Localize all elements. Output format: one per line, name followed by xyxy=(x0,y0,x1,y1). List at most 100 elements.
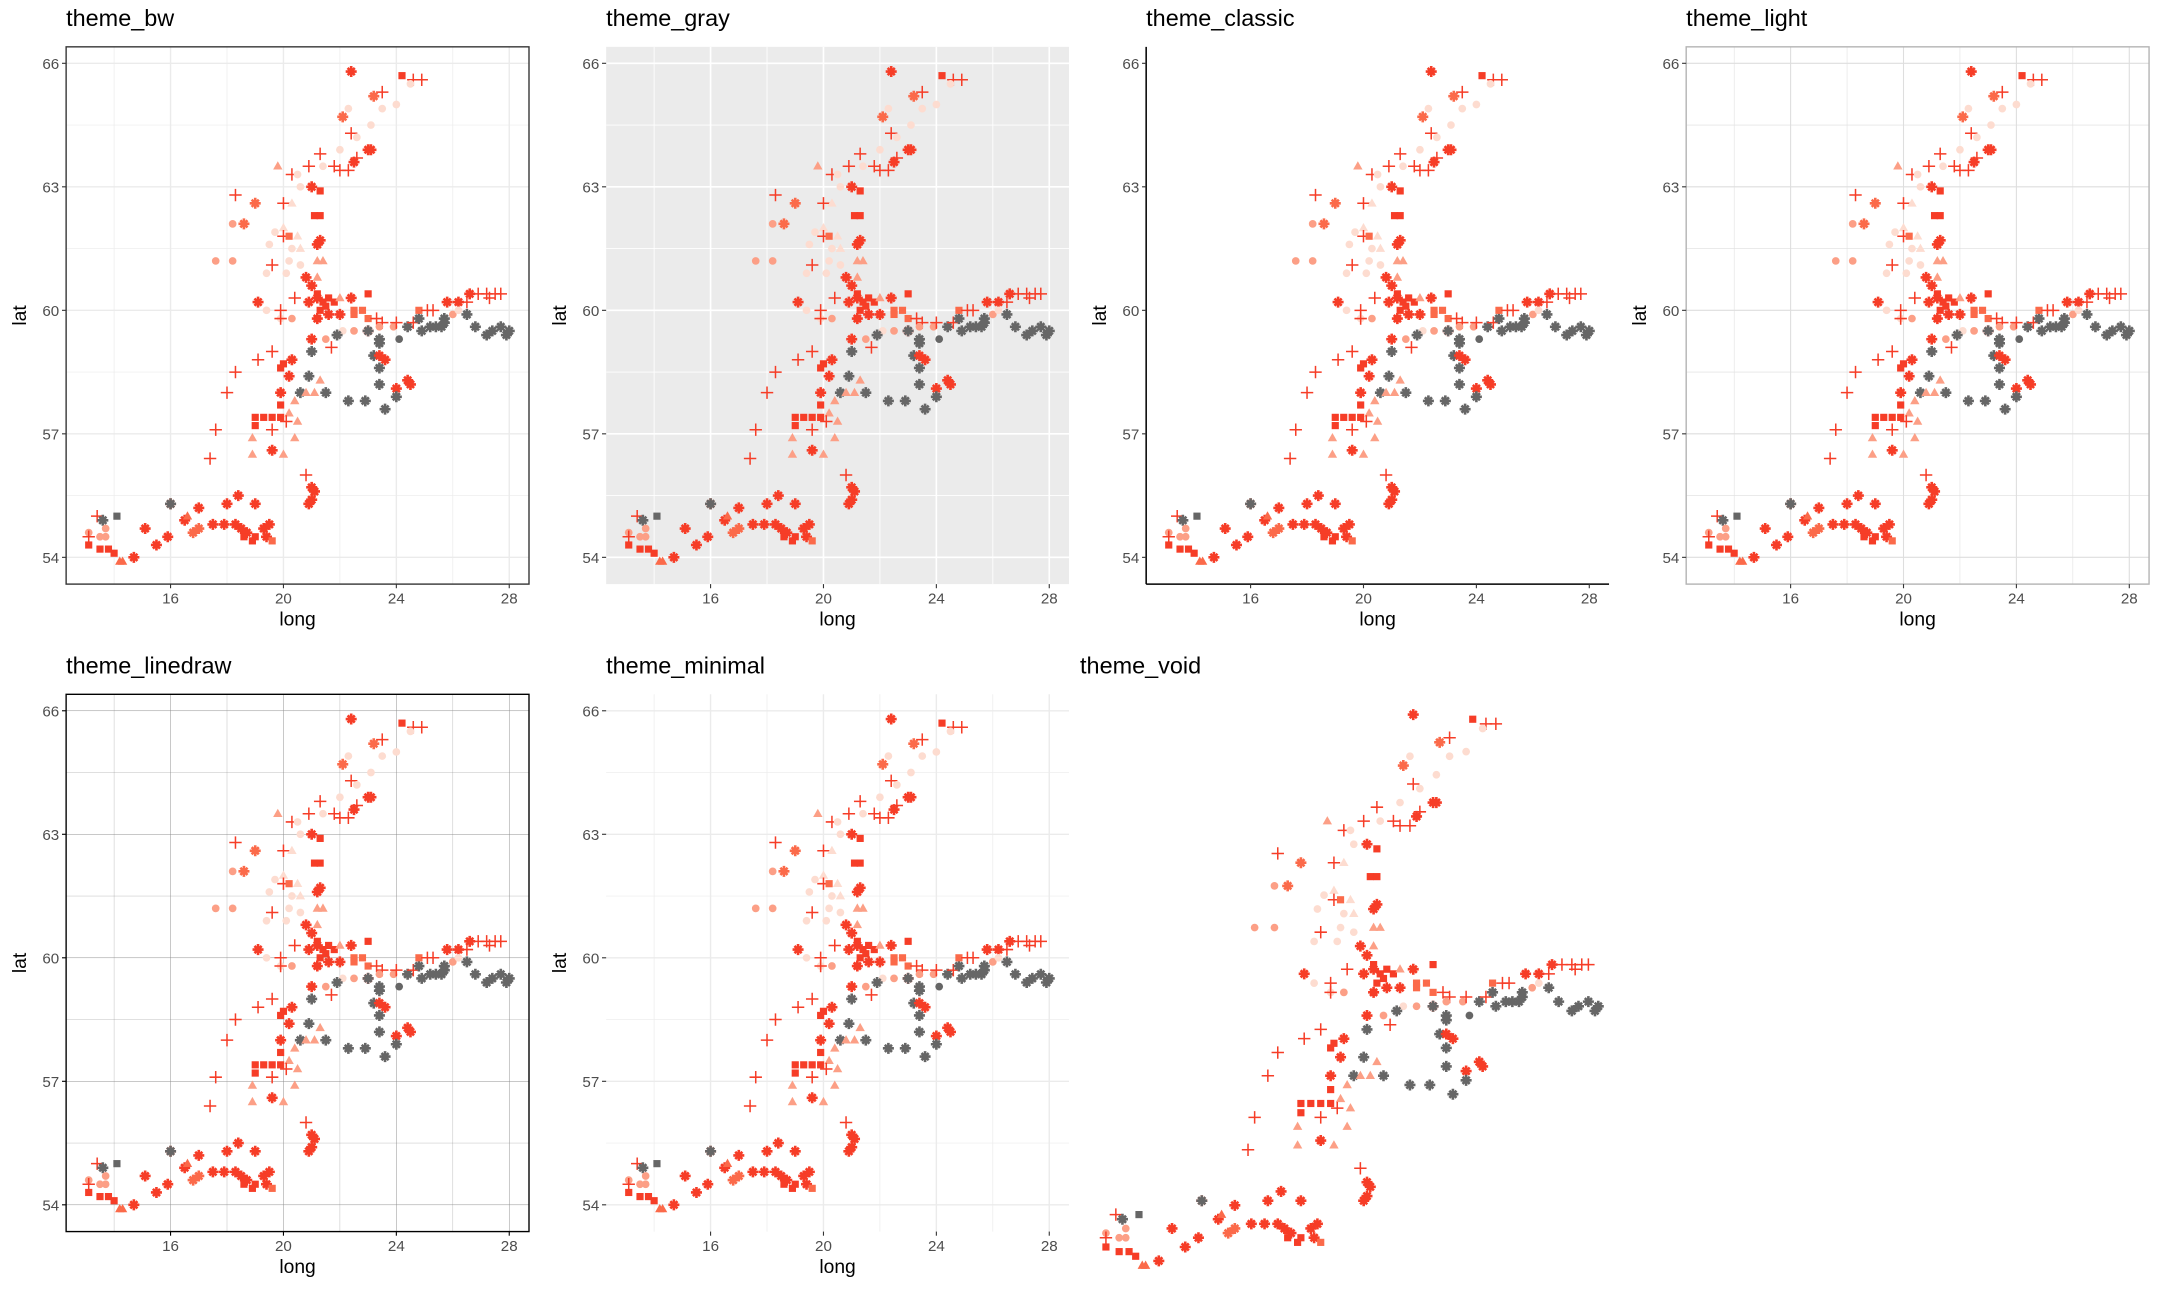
data-point xyxy=(622,530,635,543)
data-point xyxy=(306,333,318,345)
data-point xyxy=(1009,321,1021,333)
data-point xyxy=(295,891,306,900)
data-point xyxy=(277,844,290,857)
data-point xyxy=(344,104,353,113)
data-point xyxy=(832,416,843,425)
data-point xyxy=(918,104,927,113)
data-point xyxy=(1327,1044,1335,1052)
data-point xyxy=(722,1158,733,1167)
data-point xyxy=(315,375,325,384)
data-point xyxy=(657,1203,668,1213)
data-point xyxy=(1375,243,1386,252)
data-point xyxy=(313,147,327,161)
data-point xyxy=(2035,73,2049,86)
data-point xyxy=(1444,290,1452,298)
data-point xyxy=(285,904,293,913)
y-tick-label: 63 xyxy=(42,179,59,196)
data-point xyxy=(840,919,852,931)
data-point xyxy=(1489,717,1503,731)
data-point xyxy=(789,1145,801,1157)
data-point xyxy=(265,992,279,1006)
data-point xyxy=(286,354,298,366)
data-point xyxy=(494,287,507,301)
data-point xyxy=(851,886,863,898)
data-point xyxy=(970,968,982,980)
data-point xyxy=(260,413,268,421)
data-point xyxy=(287,198,297,207)
data-point xyxy=(228,257,237,265)
data-point xyxy=(1364,1181,1376,1193)
data-point xyxy=(905,791,917,803)
data-point xyxy=(636,1192,644,1201)
data-point xyxy=(1970,327,1978,335)
data-point xyxy=(251,1000,265,1014)
data-point xyxy=(1785,498,1797,510)
data-point xyxy=(1300,386,1314,399)
data-point xyxy=(846,927,858,939)
data-point xyxy=(1955,293,1965,302)
data-point xyxy=(1001,308,1013,320)
data-point xyxy=(978,964,990,976)
data-point xyxy=(1895,387,1907,399)
data-point xyxy=(849,387,860,396)
data-point xyxy=(207,1166,219,1178)
data-point xyxy=(262,916,271,925)
x-tick-label: 24 xyxy=(1468,590,1485,607)
data-point xyxy=(464,935,476,947)
data-point xyxy=(406,727,415,736)
data-point xyxy=(930,391,942,403)
data-point xyxy=(935,982,944,991)
data-point xyxy=(1270,882,1279,890)
data-point xyxy=(404,1026,416,1038)
data-point xyxy=(1339,909,1348,918)
data-point xyxy=(402,321,414,333)
data-point xyxy=(1926,333,1938,345)
data-point xyxy=(865,294,873,302)
data-point xyxy=(1968,156,1980,168)
data-point xyxy=(1140,1260,1151,1269)
data-point xyxy=(481,976,493,989)
data-point xyxy=(1929,485,1941,497)
data-point xyxy=(946,727,955,736)
data-point xyxy=(932,100,941,109)
data-point xyxy=(1553,996,1565,1008)
data-point xyxy=(913,378,925,390)
data-point xyxy=(1307,1099,1315,1108)
data-point xyxy=(268,1061,276,1069)
data-point xyxy=(1813,523,1825,535)
x-tick-label: 16 xyxy=(702,590,719,607)
data-point xyxy=(1331,533,1339,541)
data-point xyxy=(325,341,338,354)
data-point xyxy=(1430,310,1438,319)
data-point xyxy=(1445,752,1454,761)
data-point xyxy=(1883,518,1895,530)
data-point xyxy=(319,162,327,171)
data-point xyxy=(846,993,858,1005)
x-tick-label: 24 xyxy=(928,590,945,607)
data-point xyxy=(1888,537,1896,545)
data-point xyxy=(836,261,845,269)
data-point xyxy=(1996,85,2009,99)
data-point xyxy=(1372,416,1383,425)
data-point xyxy=(861,982,870,991)
data-point xyxy=(1335,1051,1347,1063)
data-point xyxy=(789,845,801,857)
data-point xyxy=(805,423,819,436)
y-tick-label: 66 xyxy=(1122,56,1139,73)
data-point xyxy=(1270,923,1279,932)
data-point xyxy=(335,293,345,302)
data-point xyxy=(1711,509,1724,523)
data-point xyxy=(1943,308,1955,320)
data-point xyxy=(1733,512,1741,520)
data-point xyxy=(1383,498,1395,510)
data-point xyxy=(306,927,318,939)
data-point xyxy=(193,1149,205,1161)
data-point xyxy=(849,1035,860,1044)
data-point xyxy=(1399,162,1407,171)
y-axis-title: lat xyxy=(550,952,571,973)
data-point xyxy=(1284,1234,1292,1242)
x-tick-label: 16 xyxy=(702,1238,719,1255)
data-point xyxy=(1216,1209,1227,1218)
data-point xyxy=(1872,296,1884,308)
data-point xyxy=(833,170,842,179)
